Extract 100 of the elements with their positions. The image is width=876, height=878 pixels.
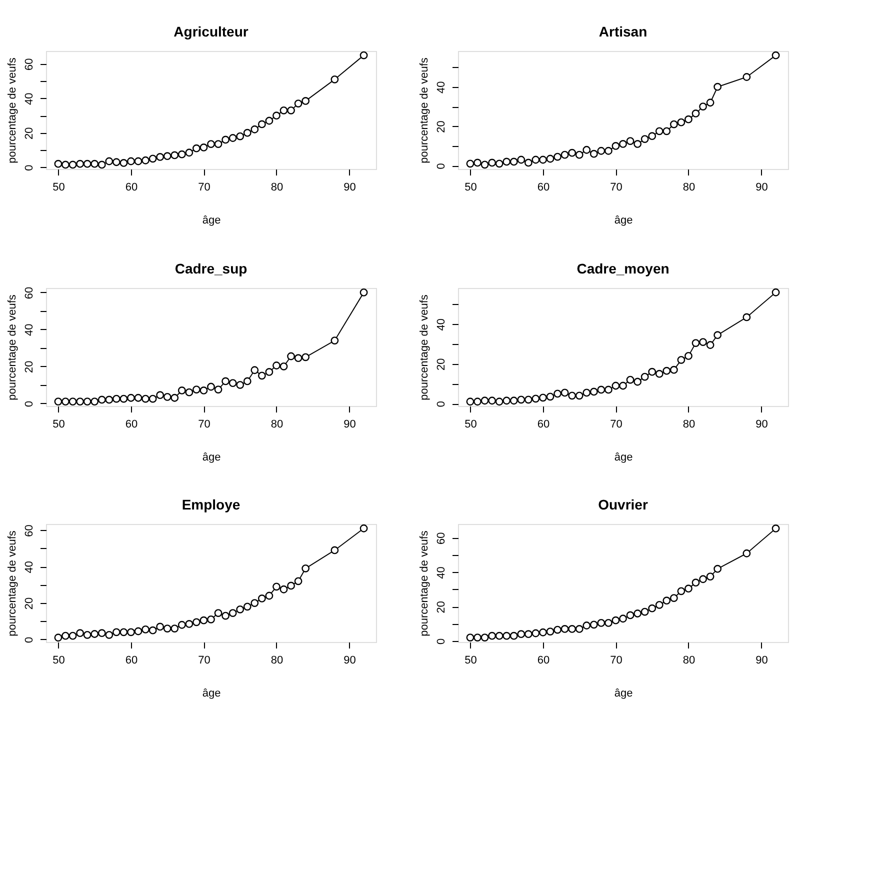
y-tick-label: 40: [24, 324, 36, 336]
point: [287, 106, 295, 114]
point: [495, 398, 504, 406]
point: [170, 151, 179, 160]
y-tick-label: 60: [24, 286, 36, 300]
point: [76, 160, 84, 168]
point: [575, 392, 584, 400]
chart-title: Artisan: [598, 24, 648, 40]
point: [568, 392, 576, 400]
point: [634, 610, 642, 618]
point: [474, 634, 482, 642]
point: [360, 524, 368, 532]
chart-title: Agriculteur: [174, 24, 249, 40]
point: [228, 134, 237, 142]
point: [192, 618, 200, 626]
point: [170, 394, 179, 402]
point: [280, 106, 288, 114]
point: [714, 82, 722, 91]
x-axis-title: âge: [202, 214, 221, 226]
point: [474, 398, 482, 406]
point: [612, 142, 620, 150]
point: [684, 115, 692, 124]
point: [90, 398, 99, 406]
point: [62, 632, 70, 640]
point: [250, 599, 259, 607]
x-tick-label: 60: [125, 182, 138, 194]
y-tick-label: 60: [24, 58, 36, 71]
point: [699, 575, 707, 584]
point: [772, 524, 780, 532]
point: [112, 628, 120, 636]
y-tick-label: 20: [436, 600, 448, 614]
point: [714, 331, 722, 340]
point: [648, 368, 656, 376]
point: [670, 366, 678, 374]
point: [236, 380, 244, 389]
x-tick-label: 60: [125, 418, 138, 430]
point: [612, 616, 620, 624]
point: [510, 396, 518, 405]
point: [604, 618, 612, 627]
point: [236, 132, 244, 140]
point: [612, 382, 620, 390]
point: [228, 609, 237, 617]
point: [684, 584, 692, 593]
point: [524, 396, 532, 404]
y-tick-label: 40: [24, 560, 36, 574]
point: [258, 594, 266, 602]
point: [488, 158, 496, 167]
point: [640, 135, 649, 144]
x-axis-title: âge: [202, 452, 221, 464]
point: [706, 572, 714, 581]
x-tick-label: 80: [270, 654, 284, 666]
point: [742, 549, 751, 558]
point: [626, 137, 634, 145]
point: [699, 102, 707, 110]
point: [560, 625, 569, 633]
x-axis-title: âge: [614, 214, 633, 226]
y-tick-label: 20: [436, 358, 448, 371]
point: [76, 629, 84, 638]
point: [677, 356, 686, 364]
x-tick-label: 50: [464, 418, 477, 430]
y-tick-label: 60: [24, 524, 36, 537]
point: [568, 148, 576, 157]
point: [554, 390, 562, 398]
point: [604, 386, 612, 394]
y-tick-label: 40: [436, 81, 448, 94]
point: [502, 158, 511, 166]
y-tick-label: 0: [436, 163, 448, 170]
point: [554, 152, 562, 161]
point: [560, 150, 569, 159]
x-tick-label: 90: [344, 418, 356, 430]
point: [699, 338, 707, 346]
point: [258, 120, 266, 128]
point: [90, 160, 99, 168]
point: [575, 625, 584, 633]
point: [597, 146, 606, 155]
point: [156, 152, 164, 161]
point: [677, 118, 686, 126]
y-tick-label: 20: [24, 127, 36, 140]
point: [590, 388, 598, 396]
point: [243, 602, 252, 611]
point: [517, 630, 526, 638]
point: [360, 51, 368, 60]
point: [170, 624, 179, 632]
x-tick-label: 50: [52, 182, 65, 194]
point: [228, 379, 237, 388]
point: [280, 362, 288, 370]
point: [655, 370, 664, 378]
point: [619, 140, 627, 148]
y-tick-label: 0: [24, 400, 36, 407]
x-tick-label: 80: [682, 182, 696, 194]
point: [330, 75, 339, 84]
point: [582, 622, 591, 630]
point: [134, 157, 142, 166]
point: [510, 632, 518, 640]
point: [127, 394, 135, 402]
point: [539, 628, 547, 636]
point: [222, 612, 230, 620]
y-tick-label: 20: [24, 597, 36, 610]
y-tick-label: 40: [436, 318, 448, 331]
point: [200, 386, 208, 394]
